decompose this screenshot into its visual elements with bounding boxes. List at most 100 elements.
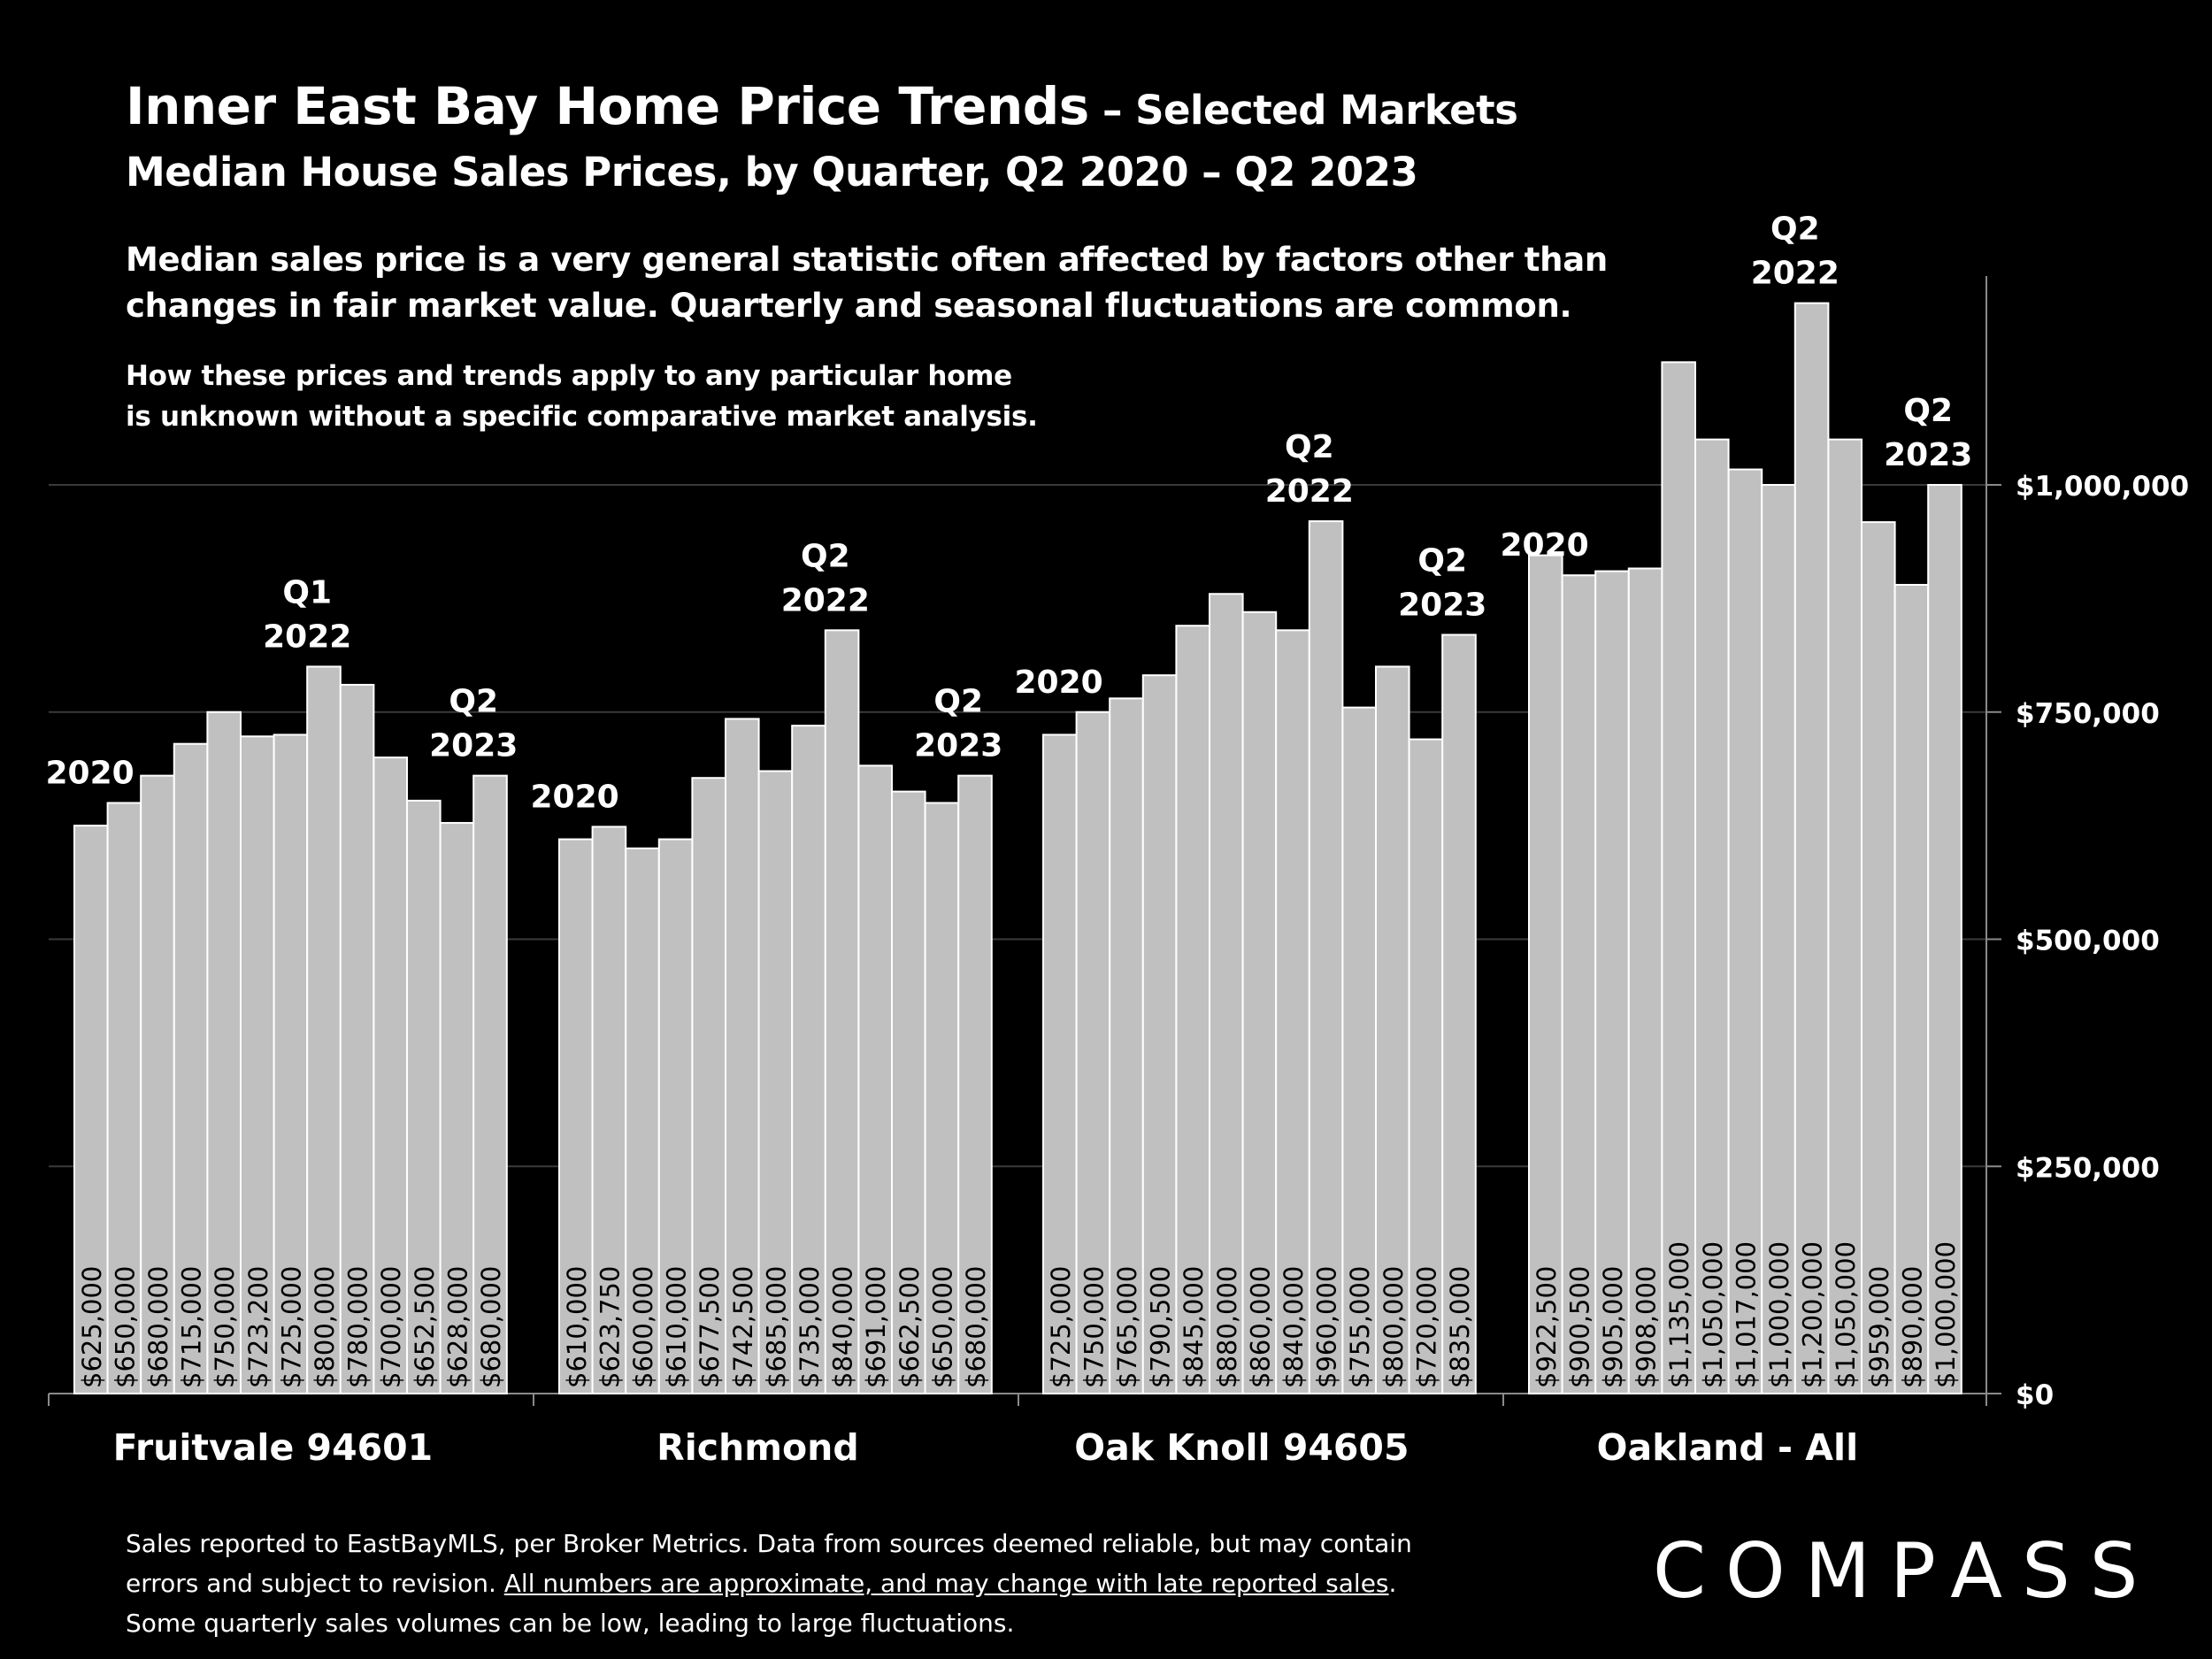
bar-value-label: $742,500	[728, 1266, 758, 1388]
bar-value-label: $715,000	[177, 1266, 207, 1388]
y-tick-label: $1,000,000	[2016, 471, 2189, 503]
bar-value-label: $860,000	[1245, 1266, 1275, 1388]
bar	[1827, 438, 1863, 1394]
footer-line-1: Sales reported to EastBayMLS, per Broker…	[126, 1529, 1412, 1558]
bar-value-label: $720,000	[1411, 1266, 1441, 1388]
bar-value-label: $835,000	[1445, 1266, 1475, 1388]
bar-value-label: $780,000	[343, 1266, 373, 1388]
bar-value-label: $650,000	[927, 1266, 957, 1388]
bar-value-label: $845,000	[1179, 1266, 1209, 1388]
chart-title: Inner East Bay Home Price Trends – Selec…	[126, 76, 1518, 136]
bar	[1528, 554, 1563, 1394]
bar-annotation: 2022	[1265, 473, 1354, 510]
bar-value-label: $922,500	[1532, 1266, 1562, 1388]
y-tick-label: $750,000	[2016, 698, 2160, 730]
bar-value-label: $905,000	[1598, 1266, 1628, 1388]
bar-annotation: 2022	[781, 582, 870, 618]
bar-value-label: $880,000	[1212, 1266, 1242, 1388]
bar-value-label: $623,750	[595, 1266, 625, 1388]
bar-annotation: Q1	[282, 574, 332, 611]
bar-value-label: $610,000	[562, 1266, 592, 1388]
bar-value-label: $680,000	[961, 1266, 991, 1388]
bar	[1209, 593, 1244, 1394]
bar-value-label: $725,000	[276, 1266, 306, 1388]
y-tick-label: $0	[2016, 1379, 2054, 1411]
bar	[757, 770, 794, 1394]
bar-annotation: 2020	[530, 779, 618, 815]
bar-value-label: $765,000	[1112, 1266, 1142, 1388]
disclaimer-line-1: How these prices and trends apply to any…	[126, 360, 1012, 392]
bar	[625, 847, 660, 1394]
bar-annotation: 2022	[1751, 256, 1839, 292]
compass-logo: COMPASS	[1653, 1527, 2158, 1616]
category-label: Oak Knoll 94605	[1074, 1426, 1409, 1469]
category-label: Richmond	[657, 1426, 859, 1469]
bar	[791, 725, 826, 1394]
bar	[1375, 665, 1410, 1394]
bar-value-label: $685,000	[761, 1266, 791, 1388]
bar-annotation: Q2	[1770, 211, 1820, 248]
bar	[1627, 567, 1663, 1394]
bar-value-label: $652,500	[410, 1266, 440, 1388]
bar	[339, 683, 375, 1394]
footer-notes: Sales reported to EastBayMLS, per Broker…	[126, 1524, 1412, 1643]
bar	[73, 825, 109, 1394]
bar-annotation: Q2	[449, 684, 498, 720]
bar	[1927, 484, 1962, 1394]
bar-value-label: $680,000	[143, 1266, 173, 1388]
bar	[924, 802, 960, 1394]
bar-annotation: 2020	[1500, 527, 1588, 564]
bar-value-label: $735,000	[795, 1266, 825, 1388]
bar	[1308, 520, 1344, 1394]
bar	[1175, 625, 1211, 1394]
bar-value-label: $900,500	[1564, 1266, 1594, 1388]
bar-value-label: $691,000	[861, 1266, 891, 1388]
bar-value-label: $1,050,000	[1698, 1241, 1728, 1388]
y-tick-label: $250,000	[2016, 1152, 2160, 1184]
bar-value-label: $625,000	[77, 1266, 107, 1388]
title-main: Inner East Bay Home Price Trends	[126, 76, 1089, 136]
note-paragraph: Median sales price is a very general sta…	[126, 237, 1608, 329]
bar	[1727, 468, 1763, 1394]
bar-value-label: $800,000	[310, 1266, 340, 1388]
bar-value-label: $600,000	[628, 1266, 658, 1388]
bar	[306, 665, 342, 1394]
bar	[857, 764, 894, 1394]
bar-value-label: $628,000	[442, 1266, 472, 1388]
bar-annotation: Q2	[1417, 542, 1467, 579]
bar	[273, 733, 309, 1394]
chart-subtitle: Median House Sales Prices, by Quarter, Q…	[126, 149, 1418, 196]
bar-value-label: $790,500	[1146, 1266, 1176, 1388]
bar	[1561, 574, 1597, 1394]
bar-value-label: $1,000,000	[1931, 1241, 1961, 1388]
footer-line-2-start: errors and subject to revision.	[126, 1569, 504, 1598]
bar-annotation: Q2	[1285, 429, 1334, 465]
bar-value-label: $890,000	[1897, 1266, 1927, 1388]
bar	[1042, 733, 1078, 1394]
bar-value-label: $800,000	[1379, 1266, 1409, 1388]
bar-annotation: 2023	[429, 728, 518, 764]
bar-value-label: $650,000	[110, 1266, 140, 1388]
bar-annotation: 2020	[45, 755, 134, 791]
bar-value-label: $723,200	[243, 1266, 273, 1388]
bar	[173, 742, 209, 1394]
bar-value-label: $1,017,000	[1731, 1241, 1761, 1388]
bar	[1761, 484, 1796, 1394]
bar	[1861, 521, 1896, 1394]
bar-value-label: $725,000	[1046, 1266, 1076, 1388]
bar	[691, 777, 727, 1394]
bar-value-label: $700,000	[376, 1266, 406, 1388]
footer-line-2-end: .	[1388, 1569, 1397, 1598]
bar-value-label: $1,135,000	[1664, 1241, 1694, 1388]
bar	[140, 774, 175, 1394]
bar-value-label: $1,200,000	[1798, 1241, 1828, 1388]
bar-annotation: 2022	[263, 618, 351, 655]
title-sub: – Selected Markets	[1088, 87, 1518, 134]
category-label: Oakland - All	[1597, 1426, 1858, 1469]
bar	[891, 790, 926, 1394]
bar-value-label: $840,000	[828, 1266, 858, 1388]
footer-underlined-note: All numbers are approximate, and may cha…	[503, 1569, 1389, 1598]
bar-value-label: $677,500	[695, 1266, 725, 1388]
y-tick-label: $500,000	[2016, 926, 2160, 957]
